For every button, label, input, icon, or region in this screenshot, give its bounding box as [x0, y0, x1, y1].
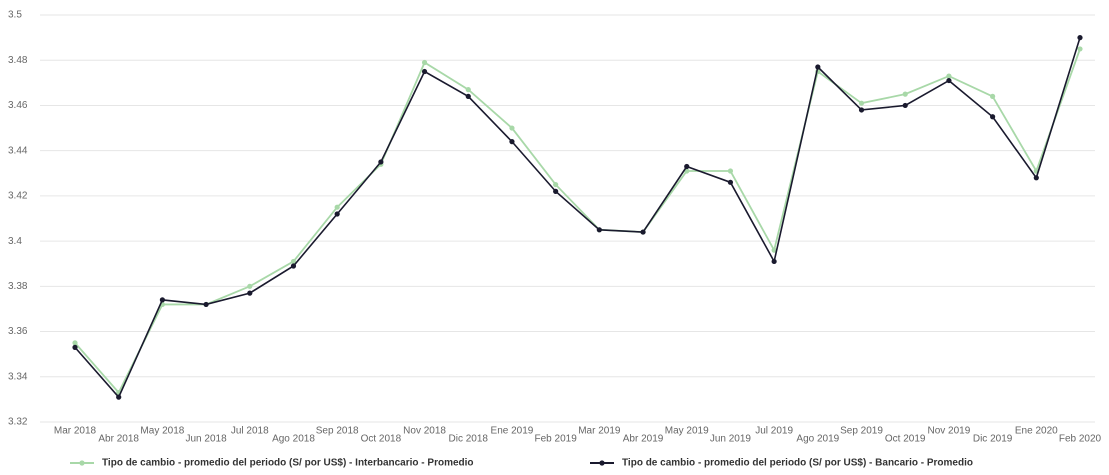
legend-label: Tipo de cambio - promedio del periodo (S… — [622, 458, 973, 469]
y-tick-label: 3.32 — [8, 417, 28, 428]
point-marker — [771, 258, 777, 265]
x-tick-label: Abr 2018 — [98, 434, 139, 445]
point-marker — [159, 297, 165, 303]
x-tick-label: Ene 2019 — [491, 426, 534, 437]
point-marker — [247, 283, 253, 289]
point-marker — [902, 102, 908, 109]
x-tick-label: Jul 2019 — [755, 426, 793, 437]
y-tick-label: 3.42 — [8, 191, 28, 202]
x-tick-label: May 2019 — [665, 426, 709, 437]
x-tick-label: May 2018 — [140, 426, 184, 437]
y-tick-label: 3.38 — [8, 281, 28, 292]
point-marker — [72, 344, 78, 350]
point-marker — [247, 290, 253, 296]
point-marker — [553, 181, 559, 188]
point-marker — [946, 73, 952, 79]
point-marker — [509, 125, 515, 131]
point-marker — [509, 139, 515, 145]
x-tick-label: Jun 2019 — [710, 434, 752, 445]
point-marker — [1033, 175, 1039, 181]
x-tick-label: Dic 2018 — [449, 434, 489, 445]
point-marker — [72, 340, 78, 346]
point-marker — [815, 64, 821, 70]
point-marker — [1077, 35, 1083, 41]
legend-label: Tipo de cambio - promedio del periodo (S… — [102, 458, 474, 469]
x-tick-label: Ene 2020 — [1015, 426, 1058, 437]
y-tick-label: 3.44 — [8, 145, 28, 156]
point-marker — [640, 229, 646, 235]
point-marker — [771, 247, 777, 253]
point-marker — [1077, 46, 1083, 52]
x-tick-label: Nov 2019 — [928, 426, 971, 437]
point-marker — [727, 168, 734, 174]
x-tick-label: Ago 2018 — [272, 434, 315, 445]
point-marker — [421, 59, 428, 66]
x-tick-label: Oct 2019 — [885, 434, 926, 445]
x-tick-label: Jun 2018 — [186, 434, 228, 445]
point-marker — [334, 211, 340, 217]
point-marker — [334, 204, 340, 210]
y-tick-label: 3.48 — [8, 55, 28, 66]
x-tick-label: Ago 2019 — [796, 434, 839, 445]
legend-marker — [599, 460, 605, 466]
point-marker — [902, 91, 908, 97]
y-tick-label: 3.4 — [8, 236, 22, 247]
y-tick-label: 3.34 — [8, 371, 28, 382]
point-marker — [421, 68, 428, 75]
x-tick-label: Oct 2018 — [361, 434, 402, 445]
x-tick-label: Sep 2018 — [316, 426, 359, 437]
point-marker — [290, 258, 297, 265]
x-tick-label: Jul 2018 — [231, 426, 269, 437]
x-tick-label: Feb 2020 — [1059, 434, 1102, 445]
point-marker — [290, 263, 297, 269]
point-marker — [946, 77, 952, 84]
point-marker — [203, 301, 209, 308]
x-tick-label: Dic 2019 — [973, 434, 1013, 445]
point-marker — [465, 87, 471, 93]
x-tick-label: Feb 2019 — [535, 434, 578, 445]
point-marker — [990, 114, 996, 120]
y-tick-label: 3.36 — [8, 326, 28, 337]
point-marker — [465, 93, 471, 99]
point-marker — [116, 394, 122, 400]
point-marker — [858, 100, 865, 106]
y-tick-label: 3.5 — [8, 10, 22, 21]
legend: Tipo de cambio - promedio del periodo (S… — [70, 458, 973, 469]
y-tick-label: 3.46 — [8, 100, 28, 111]
point-marker — [990, 93, 996, 99]
x-tick-label: Mar 2018 — [54, 426, 97, 437]
x-tick-label: Mar 2019 — [578, 426, 621, 437]
series-line — [74, 48, 1081, 395]
point-marker — [727, 179, 734, 185]
series-line — [74, 37, 1081, 399]
x-tick-label: Nov 2018 — [403, 426, 446, 437]
point-marker — [553, 188, 559, 194]
point-marker — [684, 163, 690, 170]
x-tick-label: Abr 2019 — [623, 434, 664, 445]
legend-marker — [79, 460, 85, 466]
x-tick-label: Sep 2019 — [840, 426, 883, 437]
point-marker — [858, 107, 865, 113]
point-marker — [378, 159, 384, 165]
point-marker — [596, 227, 602, 233]
